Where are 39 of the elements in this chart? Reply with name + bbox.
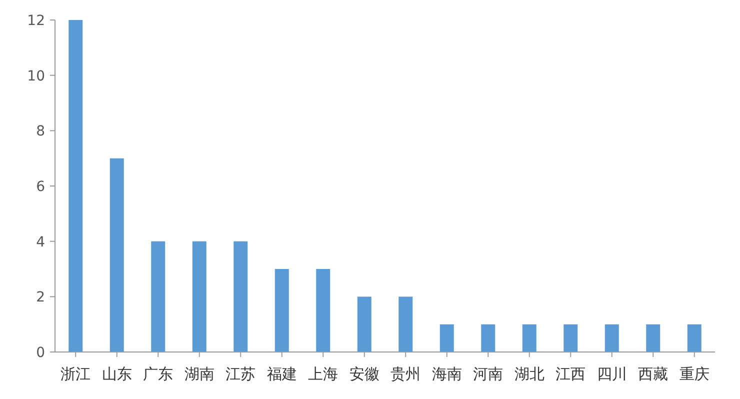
- y-tick-label: 4: [36, 234, 46, 250]
- y-tick-label: 8: [36, 124, 45, 140]
- bar: [192, 241, 206, 352]
- x-tick-label: 湖南: [184, 365, 214, 383]
- x-tick-label: 江西: [556, 365, 586, 383]
- bar: [316, 269, 330, 352]
- x-tick-label: 山东: [102, 365, 132, 383]
- x-tick-label: 广东: [143, 365, 174, 383]
- x-tick-label: 重庆: [679, 365, 710, 383]
- x-tick-label: 四川: [596, 365, 627, 383]
- y-tick-label: 10: [27, 68, 45, 84]
- bar: [604, 324, 619, 352]
- bar: [274, 269, 289, 352]
- x-tick-label: 福建: [266, 365, 297, 383]
- x-tick-label: 浙江: [60, 365, 91, 383]
- x-tick-label: 西藏: [638, 365, 668, 383]
- x-tick-label: 湖北: [514, 365, 544, 383]
- y-tick-label: 0: [36, 345, 45, 361]
- bar: [564, 324, 578, 352]
- x-tick-label: 江苏: [226, 365, 256, 383]
- x-tick-label: 安徽: [349, 365, 380, 383]
- y-tick-label: 12: [27, 13, 45, 29]
- x-tick-label: 河南: [473, 365, 504, 383]
- y-tick-label: 6: [36, 179, 46, 195]
- bar: [110, 158, 124, 352]
- bar: [522, 324, 536, 352]
- bar: [440, 324, 454, 352]
- bar: [234, 241, 248, 352]
- bar: [151, 241, 166, 352]
- bar: [646, 324, 660, 352]
- x-tick-label: 上海: [308, 365, 338, 383]
- x-tick-label: 贵州: [390, 365, 421, 383]
- bar: [398, 296, 413, 352]
- bar: [357, 296, 372, 352]
- bar: [481, 324, 496, 352]
- bar: [68, 20, 83, 352]
- bar: [687, 324, 702, 352]
- x-tick-label: 海南: [432, 365, 462, 383]
- y-tick-label: 2: [36, 290, 45, 306]
